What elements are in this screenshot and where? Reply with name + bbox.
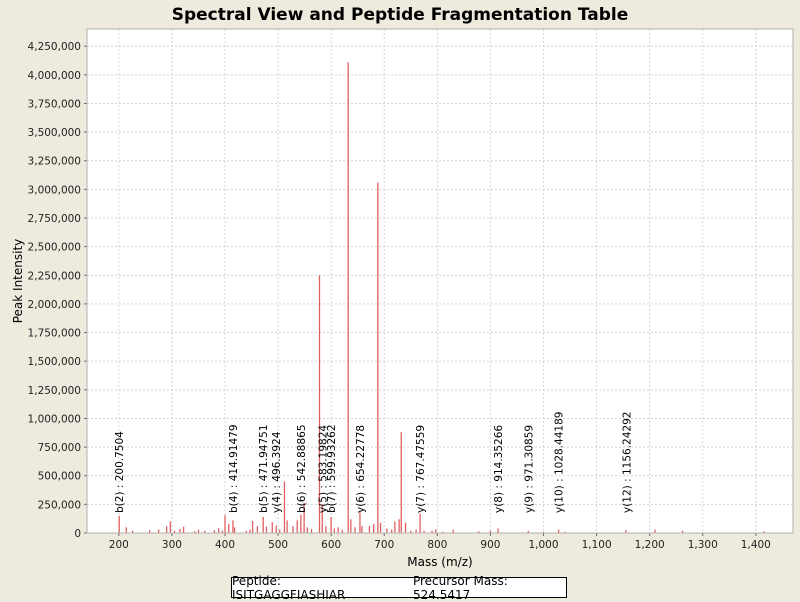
y-tick-label: 1,000,000 bbox=[28, 413, 81, 425]
fragment-annotation: b(6) : 542.88865 bbox=[296, 424, 308, 513]
y-tick-label: 3,000,000 bbox=[28, 184, 81, 196]
y-tick-label: 1,750,000 bbox=[28, 328, 81, 340]
fragment-annotation: b(7) : 599.93262 bbox=[326, 424, 338, 513]
annotations: b(2) : 200.7504 b(4) : 414.91479 b(5) : 47… bbox=[114, 412, 633, 513]
y-tick-label: 2,000,000 bbox=[28, 299, 81, 311]
plot-area bbox=[87, 29, 793, 533]
fragment-annotation: y(7) : 767.47559 bbox=[415, 425, 427, 513]
y-tick-label: 1,500,000 bbox=[28, 356, 81, 368]
x-tick-label: 900 bbox=[480, 539, 500, 551]
fragment-annotation: b(5) : 471.94751 bbox=[258, 424, 270, 513]
y-tick-label: 1,250,000 bbox=[28, 385, 81, 397]
x-tick-label: 400 bbox=[215, 539, 235, 551]
fragment-annotation: y(4) : 496.3924 bbox=[271, 431, 283, 513]
x-tick-label: 1,400 bbox=[741, 539, 771, 551]
x-tick-label: 300 bbox=[162, 539, 182, 551]
y-tick-label: 2,500,000 bbox=[28, 242, 81, 254]
y-tick-label: 500,000 bbox=[38, 471, 81, 483]
y-tick-label: 3,500,000 bbox=[28, 127, 81, 139]
x-tick-label: 1,100 bbox=[582, 539, 612, 551]
x-tick-label: 1,300 bbox=[688, 539, 718, 551]
x-tick-label: 200 bbox=[109, 539, 129, 551]
y-tick-label: 4,250,000 bbox=[28, 41, 81, 53]
y-tick-label: 2,250,000 bbox=[28, 270, 81, 282]
y-axis-label: Peak Intensity bbox=[11, 239, 25, 324]
y-tick-label: 750,000 bbox=[38, 442, 81, 454]
y-tick-label: 0 bbox=[74, 528, 81, 540]
y-tick-label: 250,000 bbox=[38, 499, 81, 511]
fragment-annotation: y(6) : 654.22778 bbox=[355, 425, 367, 513]
peaks bbox=[118, 62, 765, 533]
fragment-annotation: y(12) : 1156.24292 bbox=[621, 412, 633, 513]
x-tick-label: 1,200 bbox=[635, 539, 665, 551]
fragment-annotation: b(2) : 200.7504 bbox=[114, 431, 126, 513]
x-tick-label: 700 bbox=[374, 539, 394, 551]
peptide-label: Peptide: ISITGAGGFIASHIAR bbox=[232, 573, 346, 602]
plot-border bbox=[86, 28, 794, 534]
x-tick-label: 800 bbox=[427, 539, 447, 551]
x-axis-label: Mass (m/z) bbox=[407, 555, 472, 569]
fragment-annotation: y(9) : 971.30859 bbox=[523, 425, 535, 513]
fragment-annotation: b(4) : 414.91479 bbox=[228, 424, 240, 513]
chart-title: Spectral View and Peptide Fragmentation … bbox=[172, 5, 629, 25]
x-tick-label: 600 bbox=[321, 539, 341, 551]
y-tick-label: 3,750,000 bbox=[28, 98, 81, 110]
fragment-annotation: y(8) : 914.35266 bbox=[493, 425, 505, 513]
fragment-annotation: y(10) : 1028.44189 bbox=[554, 412, 566, 513]
axes: 200 300 400 500 600 700 800 900 1,000 1,100 1,200 1… bbox=[28, 28, 794, 551]
y-tick-label: 4,000,000 bbox=[28, 70, 81, 82]
x-tick-label: 500 bbox=[268, 539, 288, 551]
peptide-info-box: Peptide: ISITGAGGFIASHIAR Precursor Mass… bbox=[231, 574, 567, 602]
y-tick-label: 2,750,000 bbox=[28, 213, 81, 225]
x-tick-label: 1,000 bbox=[528, 539, 558, 551]
fragment-annotation: y(5) : 583.19824 bbox=[317, 425, 329, 513]
precursor-mass-label: Precursor Mass: 524.5417 bbox=[412, 573, 508, 602]
y-tick-label: 3,250,000 bbox=[28, 156, 81, 168]
